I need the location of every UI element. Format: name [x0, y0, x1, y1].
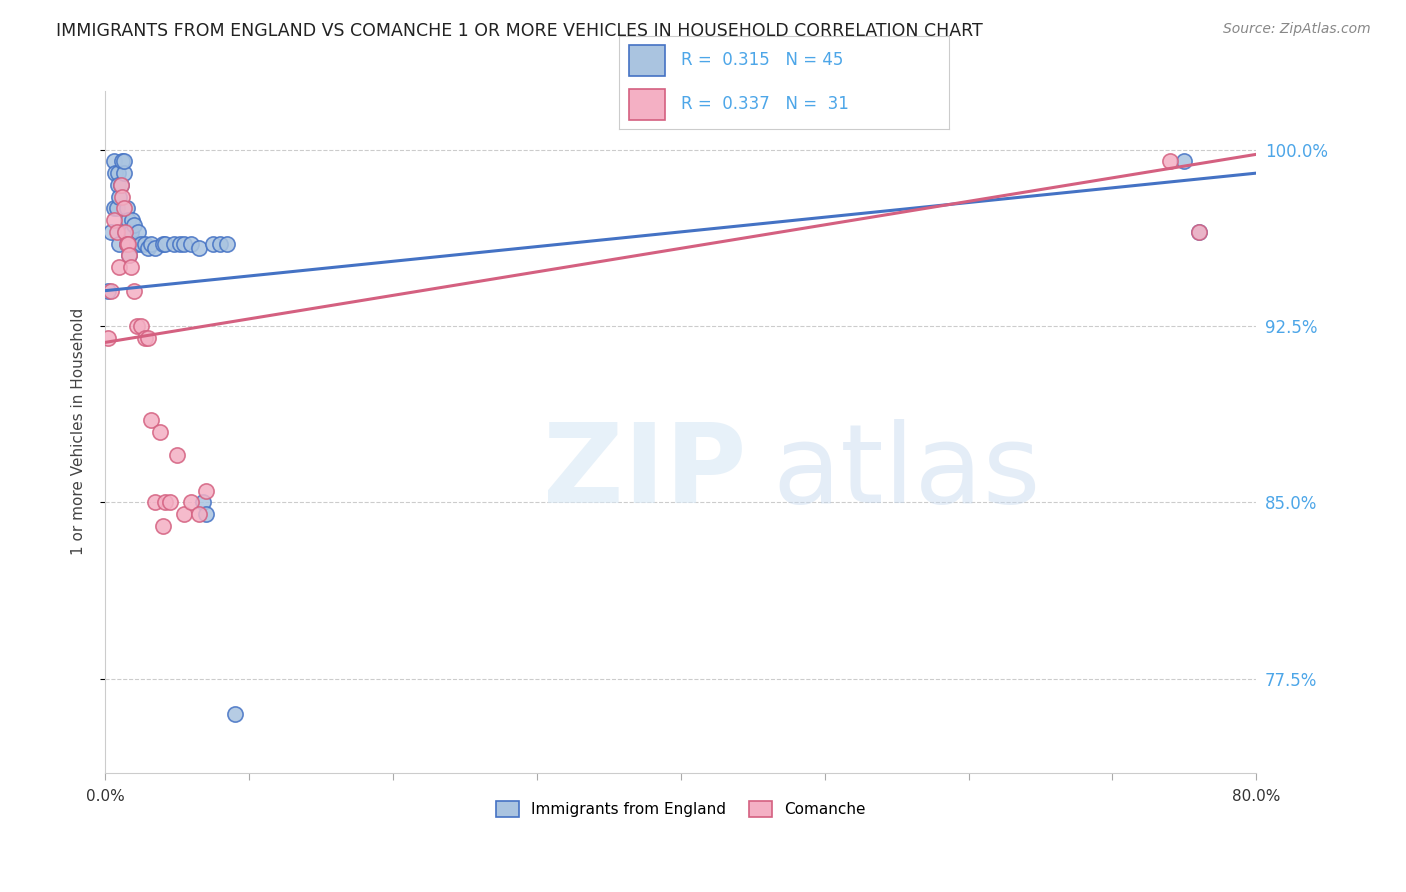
- Point: [152, 519, 174, 533]
- Point: [103, 202, 125, 216]
- Point: [149, 425, 172, 439]
- Point: [115, 236, 138, 251]
- Point: [105, 225, 128, 239]
- Point: [117, 213, 139, 227]
- Point: [155, 236, 177, 251]
- Point: [1188, 225, 1211, 239]
- Point: [122, 284, 145, 298]
- Point: [224, 706, 246, 721]
- Point: [100, 284, 122, 298]
- Point: [111, 154, 134, 169]
- Point: [139, 413, 162, 427]
- Point: [194, 483, 217, 498]
- Point: [180, 236, 202, 251]
- Point: [121, 213, 143, 227]
- Point: [110, 178, 132, 192]
- Point: [117, 225, 139, 239]
- Point: [180, 495, 202, 509]
- Point: [145, 495, 167, 509]
- Point: [114, 225, 136, 239]
- Point: [152, 236, 174, 251]
- Point: [112, 202, 135, 216]
- Text: 80.0%: 80.0%: [1232, 789, 1281, 805]
- Point: [105, 202, 128, 216]
- Point: [107, 178, 129, 192]
- Point: [122, 218, 145, 232]
- Y-axis label: 1 or more Vehicles in Household: 1 or more Vehicles in Household: [72, 308, 86, 556]
- Point: [1173, 154, 1195, 169]
- Point: [166, 448, 188, 462]
- Point: [1159, 154, 1181, 169]
- Point: [173, 507, 195, 521]
- Point: [159, 495, 181, 509]
- Point: [194, 507, 217, 521]
- Point: [114, 225, 136, 239]
- Point: [187, 507, 209, 521]
- Text: 0.0%: 0.0%: [86, 789, 124, 805]
- Point: [136, 331, 159, 345]
- Legend: Immigrants from England, Comanche: Immigrants from England, Comanche: [489, 795, 872, 823]
- Point: [115, 236, 138, 251]
- Point: [187, 241, 209, 255]
- Point: [136, 241, 159, 255]
- Point: [104, 166, 127, 180]
- Point: [217, 236, 239, 251]
- Point: [115, 202, 138, 216]
- Point: [129, 236, 152, 251]
- Point: [118, 248, 141, 262]
- Point: [163, 236, 186, 251]
- Point: [201, 236, 224, 251]
- Point: [97, 284, 120, 298]
- Point: [134, 236, 156, 251]
- Text: ZIP: ZIP: [543, 419, 747, 526]
- Point: [110, 178, 132, 192]
- Point: [127, 225, 149, 239]
- Text: Source: ZipAtlas.com: Source: ZipAtlas.com: [1223, 22, 1371, 37]
- Point: [169, 236, 191, 251]
- Point: [108, 260, 131, 275]
- Point: [103, 154, 125, 169]
- Point: [125, 236, 148, 251]
- Point: [120, 225, 142, 239]
- Point: [120, 260, 142, 275]
- Point: [145, 241, 167, 255]
- Text: R =  0.315   N = 45: R = 0.315 N = 45: [682, 52, 844, 70]
- Point: [191, 495, 214, 509]
- Point: [129, 318, 152, 333]
- Point: [97, 331, 120, 345]
- Point: [209, 236, 232, 251]
- Point: [107, 166, 129, 180]
- Point: [103, 213, 125, 227]
- Text: R =  0.337   N =  31: R = 0.337 N = 31: [682, 95, 849, 112]
- Point: [108, 236, 131, 251]
- Point: [125, 318, 148, 333]
- Point: [111, 189, 134, 203]
- Point: [100, 225, 122, 239]
- Point: [134, 331, 156, 345]
- Text: atlas: atlas: [773, 419, 1042, 526]
- Point: [173, 236, 195, 251]
- FancyBboxPatch shape: [628, 89, 665, 120]
- Point: [112, 166, 135, 180]
- Point: [108, 189, 131, 203]
- Point: [139, 236, 162, 251]
- Point: [155, 495, 177, 509]
- Point: [118, 248, 141, 262]
- Point: [112, 154, 135, 169]
- Text: IMMIGRANTS FROM ENGLAND VS COMANCHE 1 OR MORE VEHICLES IN HOUSEHOLD CORRELATION : IMMIGRANTS FROM ENGLAND VS COMANCHE 1 OR…: [56, 22, 983, 40]
- Point: [117, 236, 139, 251]
- FancyBboxPatch shape: [628, 45, 665, 76]
- Point: [1188, 225, 1211, 239]
